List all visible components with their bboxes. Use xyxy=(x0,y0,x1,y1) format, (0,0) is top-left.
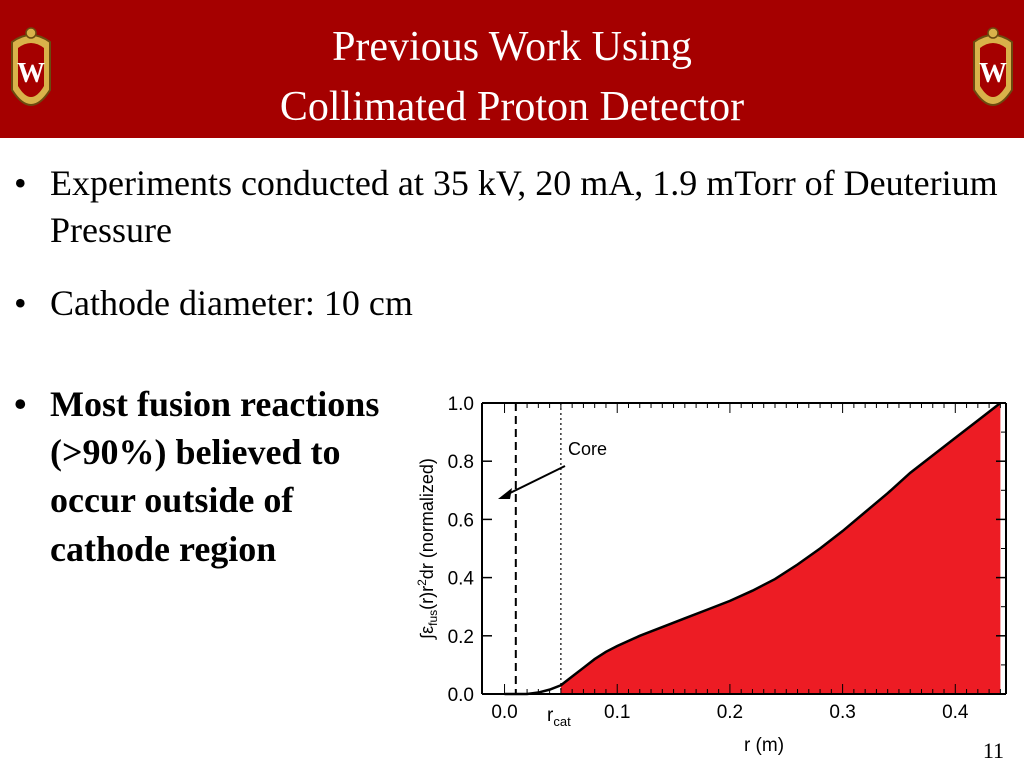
svg-text:W: W xyxy=(979,58,1007,89)
slide-number: 11 xyxy=(982,738,1004,763)
y-tick-label: 0.8 xyxy=(448,452,474,473)
r-cat-label: rcat xyxy=(547,705,571,729)
fusion-rate-chart: 0.0 0.2 0.4 0.6 0.8 1.0 0.0 0.1 0.2 0.3 0.4 rcat r (… xyxy=(415,394,1007,756)
y-tick-label: 0.0 xyxy=(448,685,474,706)
series-curve xyxy=(504,402,1002,696)
bullet-text: Cathode diameter: 10 cm xyxy=(50,283,413,323)
slide-title-line1: Previous Work Using xyxy=(332,24,692,70)
y-axis-label: ∫εfus(r)r2dr (normalized) xyxy=(415,458,440,641)
bullet-dot: • xyxy=(14,283,27,323)
y-tick-label: 0.6 xyxy=(448,510,474,531)
area-fill-outside-cathode xyxy=(560,403,1001,694)
bullet-text: Experiments conducted at 35 kV, 20 mA, 1… xyxy=(50,163,998,250)
svg-text:W: W xyxy=(17,58,45,89)
x-tick-label: 0.0 xyxy=(491,702,517,723)
bullet-text: Most fusion reactions (>90%) believed to… xyxy=(50,384,380,569)
bullet-dot: • xyxy=(14,163,27,203)
slide-title-line2: Collimated Proton Detector xyxy=(279,84,745,130)
slide-header: W Previous Work Using Collimated Proton … xyxy=(0,0,1024,138)
y-tick-label: 1.0 xyxy=(448,394,474,415)
y-tick-label: 0.4 xyxy=(448,569,475,590)
x-tick-label: 0.2 xyxy=(717,702,743,723)
x-tick-label: 0.4 xyxy=(942,702,969,723)
uw-crest-right-icon: W xyxy=(973,27,1013,106)
core-arrow-line xyxy=(503,465,566,497)
x-tick-label: 0.3 xyxy=(829,702,855,723)
x-axis-label: r (m) xyxy=(744,735,784,756)
bullet-dot: • xyxy=(14,384,27,424)
uw-crest-left-icon: W xyxy=(11,27,51,106)
core-arrow-head xyxy=(498,488,512,499)
core-annotation-label: Core xyxy=(568,439,607,459)
x-tick-label: 0.1 xyxy=(604,702,630,723)
y-tick-label: 0.2 xyxy=(448,627,474,648)
